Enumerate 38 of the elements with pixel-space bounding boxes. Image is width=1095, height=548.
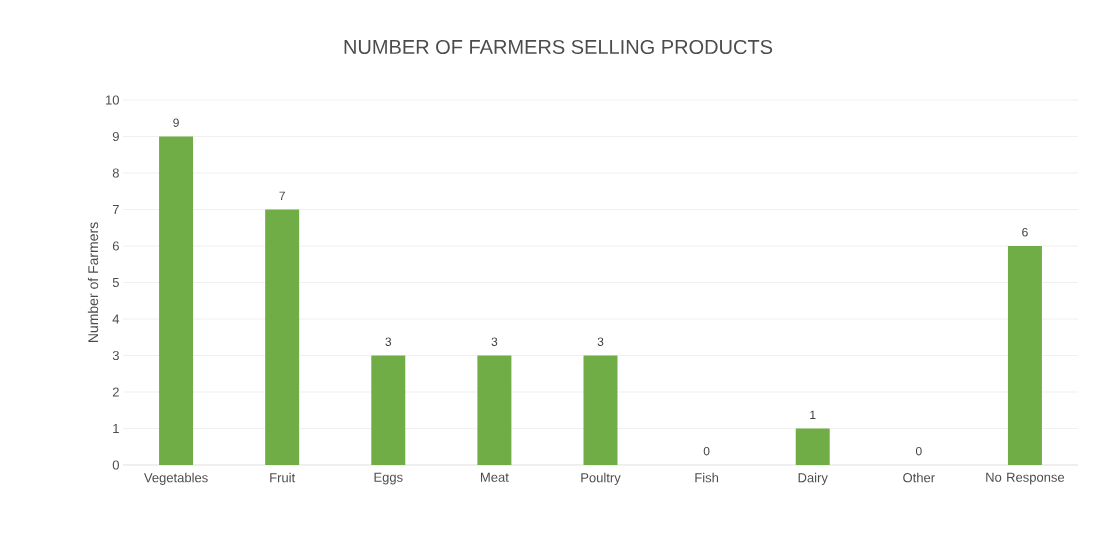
y-tick-label: 4 [112,314,120,324]
bar [795,428,830,465]
y-tick-label: 6 [112,241,119,251]
y-axis-title: Number of Farmers [87,222,99,343]
x-tick-label: Other [903,472,935,483]
data-label: 0 [703,446,710,456]
y-tick-label: 2 [112,387,119,397]
data-label: 3 [385,337,392,346]
bar [371,355,406,465]
data-label: 1 [810,410,816,419]
data-label: 7 [279,191,285,200]
data-label: 0 [915,446,922,456]
y-tick-label: 1 [113,424,119,433]
x-tick-label: No Response [986,472,1065,485]
y-tick-label: 3 [112,350,119,361]
x-tick-label: Vegetables [143,472,208,485]
bar [583,355,618,465]
chart-title: NUMBER OF FARMERS SELLING PRODUCTS [344,39,773,55]
x-tick-label: Dairy [798,472,828,485]
bar [265,209,300,465]
y-tick-label: 9 [112,131,119,142]
data-label: 3 [597,337,604,346]
y-tick-label: 0 [112,460,119,470]
y-tick-label: 10 [106,95,119,105]
y-tick-label: 7 [112,205,119,214]
data-label: 6 [1022,227,1028,237]
y-tick-label: 8 [112,168,119,178]
x-tick-label: Poultry [581,472,621,485]
bar [159,136,194,465]
bar [1007,245,1042,465]
x-tick-label: Fish [695,472,719,483]
x-tick-label: Eggs [374,472,403,485]
x-tick-label: Fruit [270,472,296,483]
y-tick-label: 5 [112,277,119,288]
data-label: 3 [491,337,498,346]
bar [477,355,512,465]
x-tick-label: Meat [481,472,509,482]
data-label: 9 [173,118,179,127]
